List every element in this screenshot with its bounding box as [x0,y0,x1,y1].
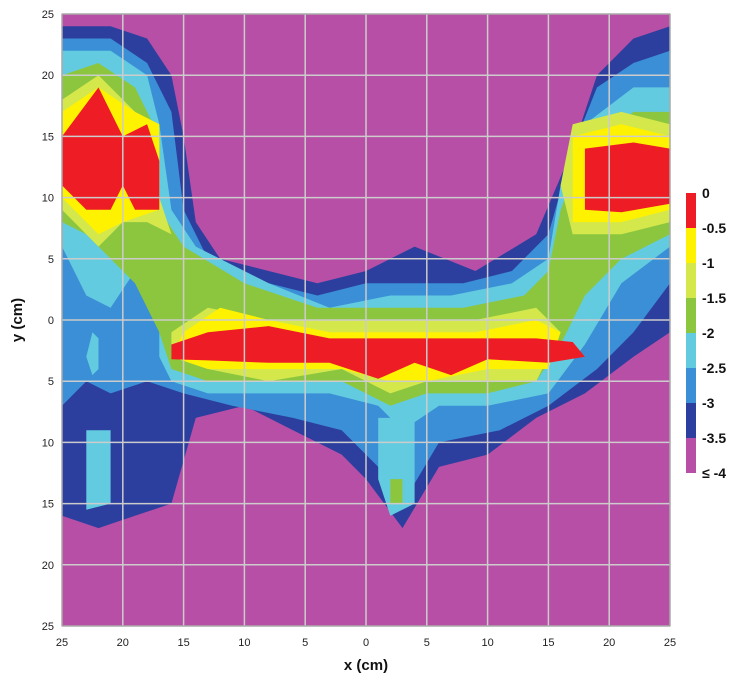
legend-label: -2 [702,325,715,341]
legend-label: -0.5 [702,220,726,236]
y-tick-label: 10 [42,193,54,205]
y-tick-label: 25 [42,621,54,633]
legend-label: -2.5 [702,360,726,376]
contour-band-island [86,332,99,376]
x-tick-label: 5 [302,637,308,649]
x-tick-label: 20 [117,637,129,649]
y-tick-label: 15 [42,499,54,511]
x-axis-ticks: 25 20 15 10 5 0 5 10 15 20 25 [56,637,676,649]
legend-label: -1.5 [702,290,726,306]
x-tick-label: 25 [56,637,68,649]
legend-swatch [686,368,696,403]
x-tick-label: 15 [177,637,189,649]
contour-band-level-0-center [171,326,585,379]
x-tick-label: 15 [542,637,554,649]
contour-band-level-0-right [584,142,670,213]
y-axis-title: y (cm) [9,298,26,342]
legend-swatch [686,193,696,228]
legend-label: -3 [702,395,715,411]
y-tick-label: 25 [42,9,54,21]
contour-band-tail-left-inner [86,430,111,510]
y-tick-label: 15 [42,131,54,143]
plot-area [61,13,671,627]
y-tick-label: 20 [42,70,54,82]
plot-frame [61,13,671,627]
x-tick-label: 25 [664,637,676,649]
y-tick-label: 0 [48,315,54,327]
legend-swatch [686,228,696,263]
legend-swatch [686,263,696,298]
x-tick-label: 10 [481,637,493,649]
legend-swatch [686,438,696,473]
x-axis-title: x (cm) [344,657,388,674]
legend-label: -3.5 [702,430,726,446]
legend-label: 0 [702,185,710,201]
y-tick-label: 20 [42,560,54,572]
y-axis-ticks: 25 20 15 10 5 0 5 10 15 20 25 [42,9,54,633]
legend-label: -1 [702,255,715,271]
x-tick-label: 10 [238,637,250,649]
x-tick-label: 0 [363,637,369,649]
x-tick-label: 20 [603,637,615,649]
y-tick-label: 10 [42,437,54,449]
contour-band-level-0-left [62,87,160,210]
y-tick-label: 5 [48,254,54,266]
legend-swatch [686,298,696,333]
legend-label: ≤ -4 [702,465,726,481]
color-legend: 0 -0.5 -1 -1.5 -2 -2.5 -3 -3.5 ≤ -4 [686,185,726,481]
legend-swatch [686,333,696,368]
x-tick-label: 5 [424,637,430,649]
contour-band-tail-center-inner [390,479,403,504]
y-tick-label: 5 [48,376,54,388]
legend-swatch [686,403,696,438]
